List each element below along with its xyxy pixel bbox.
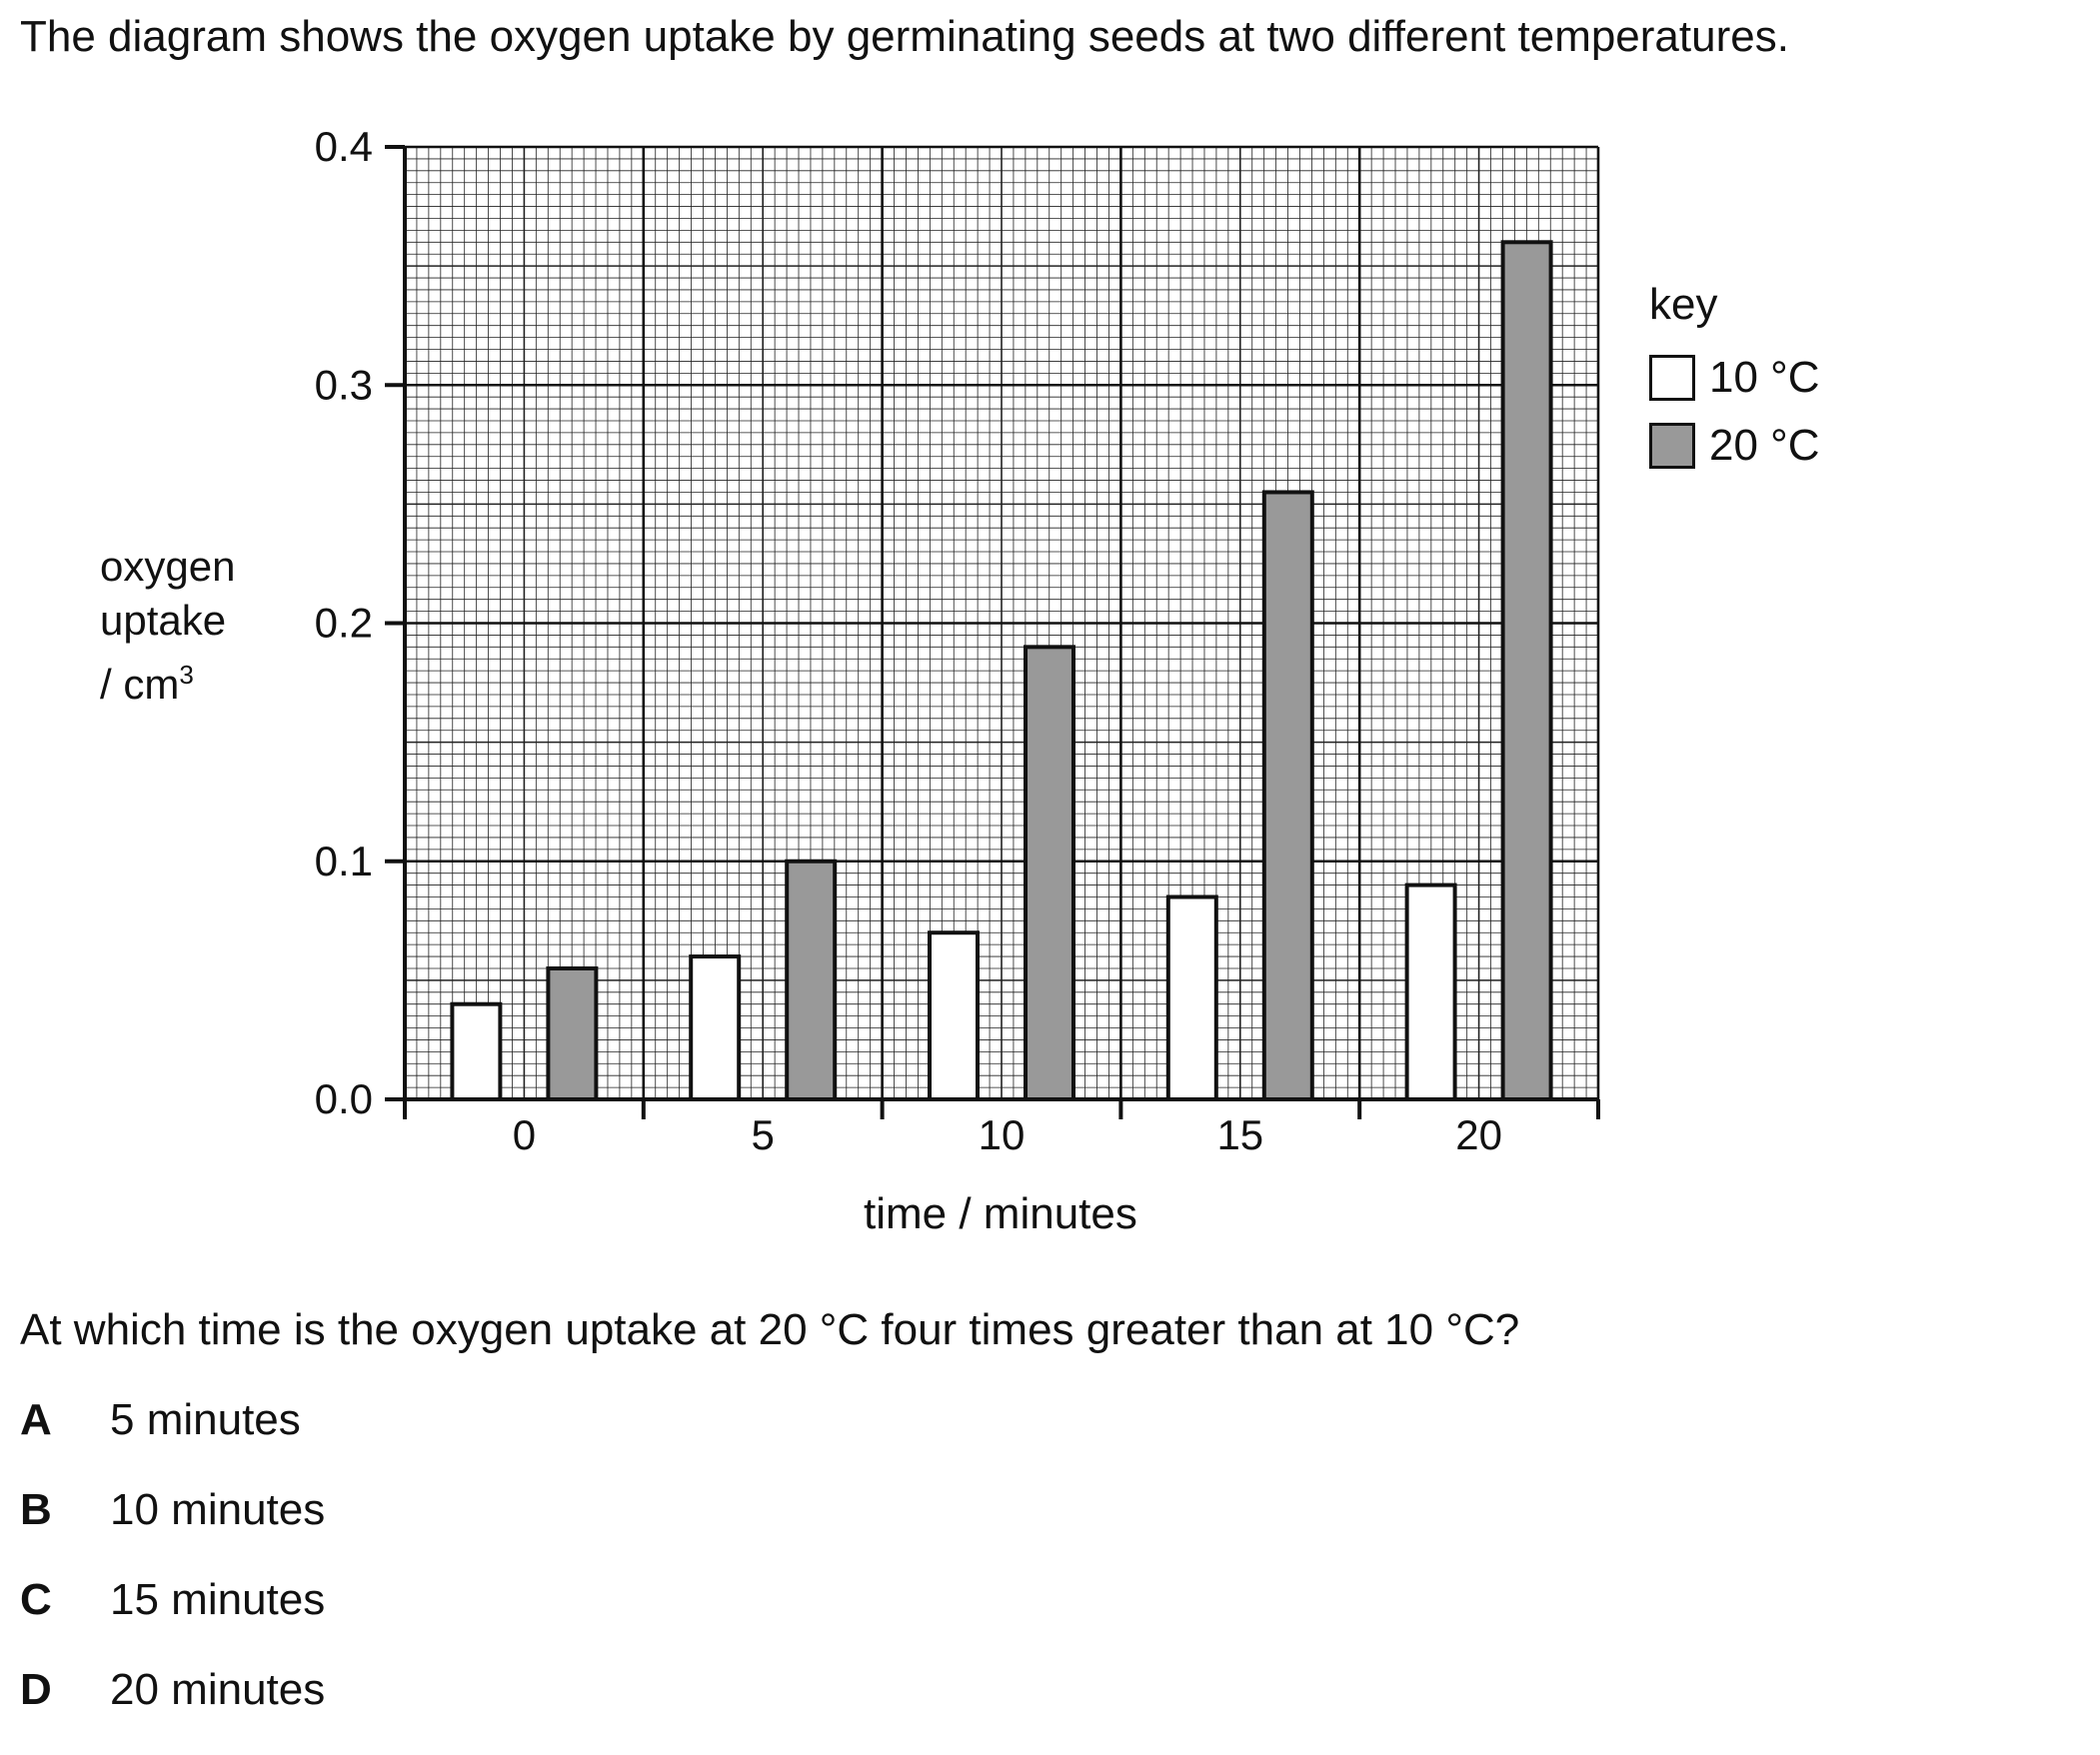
legend-label: 10 °C	[1709, 353, 1820, 402]
option-d[interactable]: D 20 minutes	[20, 1665, 325, 1755]
option-b[interactable]: B 10 minutes	[20, 1485, 325, 1575]
axes	[385, 145, 1600, 1119]
bar-10c	[1404, 882, 1457, 1102]
option-letter: B	[20, 1485, 52, 1534]
bars	[450, 240, 1553, 1102]
legend-swatch-white	[1649, 355, 1695, 401]
option-letter: C	[20, 1575, 52, 1624]
bar-20c	[785, 859, 838, 1101]
option-text: 20 minutes	[110, 1665, 326, 1714]
x-tick-label: 20	[1455, 1111, 1502, 1158]
bar-10c	[450, 1001, 503, 1102]
legend-swatch-grey	[1649, 423, 1695, 469]
y-axis-label-line: oxygen	[100, 543, 236, 590]
y-axis-label-line: / cm3	[100, 660, 194, 708]
x-tick-label: 0	[513, 1111, 536, 1158]
option-letter: A	[20, 1395, 52, 1444]
y-axis-label: oxygen uptake / cm3	[100, 540, 235, 712]
option-text: 5 minutes	[110, 1395, 301, 1444]
bar-chart: 0.0 0.1 0.2 0.3 0.4 0 5 10 15 20	[315, 123, 1600, 1158]
bar-20c	[1024, 645, 1075, 1101]
option-c[interactable]: C 15 minutes	[20, 1575, 325, 1665]
y-tick-label: 0.0	[315, 1075, 373, 1122]
legend-label: 20 °C	[1709, 421, 1820, 470]
question-text: At which time is the oxygen uptake at 20…	[20, 1305, 1520, 1354]
option-a[interactable]: A 5 minutes	[20, 1395, 325, 1485]
y-tick-label: 0.4	[315, 123, 373, 170]
intro-text: The diagram shows the oxygen uptake by g…	[20, 12, 1789, 61]
y-axis-label-line: uptake	[100, 597, 227, 644]
y-tick-label: 0.2	[315, 600, 373, 647]
x-tick-label: 10	[979, 1111, 1026, 1158]
option-text: 15 minutes	[110, 1575, 326, 1624]
legend-title: key	[1649, 280, 1718, 329]
bar-20c	[1261, 490, 1314, 1101]
y-tick-label: 0.1	[315, 838, 373, 884]
answer-options: A 5 minutes B 10 minutes C 15 minutes D …	[20, 1395, 325, 1755]
option-letter: D	[20, 1665, 52, 1714]
y-axis-label-exponent: 3	[179, 660, 194, 690]
bar-20c	[546, 965, 599, 1102]
option-text: 10 minutes	[110, 1485, 326, 1534]
bar-10c	[928, 930, 980, 1101]
x-tick-label: 15	[1216, 1111, 1263, 1158]
legend-item-20c: 20 °C	[1649, 412, 1820, 480]
bar-10c	[1165, 894, 1218, 1101]
legend-item-10c: 10 °C	[1649, 344, 1820, 412]
tick-labels: 0.0 0.1 0.2 0.3 0.4 0 5 10 15 20	[315, 123, 1502, 1158]
y-tick-label: 0.3	[315, 361, 373, 408]
x-tick-label: 5	[752, 1111, 775, 1158]
bar-20c	[1500, 240, 1553, 1102]
x-axis-label: time / minutes	[864, 1189, 1137, 1238]
legend: key 10 °C 20 °C	[1649, 280, 1820, 480]
bar-10c	[689, 954, 742, 1101]
